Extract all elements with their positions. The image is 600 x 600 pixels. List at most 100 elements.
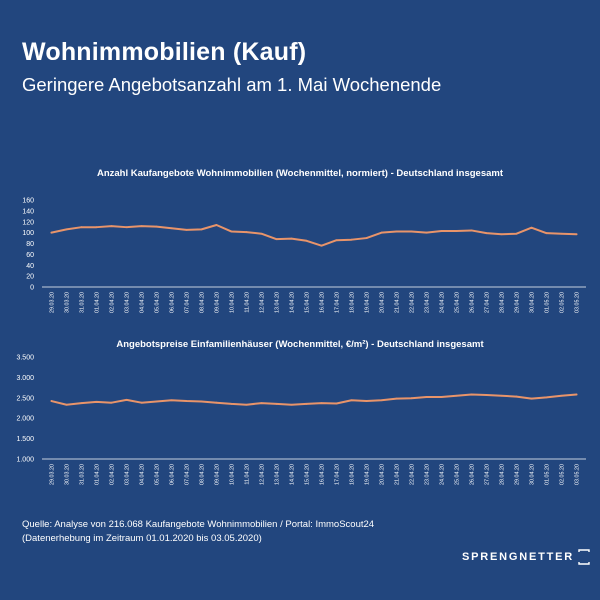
chart1-data-point — [455, 230, 458, 232]
chart1-data-point — [545, 232, 548, 235]
chart1-data-point — [395, 230, 398, 233]
chart2-data-point — [125, 398, 128, 401]
chart1-xtick-label: 23.04.20 — [425, 292, 431, 313]
chart2-data-point — [545, 396, 548, 399]
chart1-xtick-label: 02.04.20 — [110, 292, 116, 313]
chart2-data-point — [455, 394, 458, 397]
chart2-data-point — [110, 401, 113, 404]
chart1-data-point — [200, 228, 203, 231]
chart1-title: Anzahl Kaufangebote Wohnimmobilien (Woch… — [96, 168, 504, 179]
chart1-data-point — [110, 225, 113, 227]
chart1-data-point — [380, 231, 383, 234]
brand-mark-icon — [578, 549, 590, 565]
chart2-house-prices: 1.000 1.500 2.000 2.500 3.000 3.500 29.03.20 30… — [16, 355, 586, 485]
chart1-xtick-label: 29.04.20 — [515, 292, 521, 313]
chart2-xtick-label: 23.04.20 — [425, 464, 431, 485]
chart2-xtick-label: 15.04.20 — [305, 464, 311, 485]
chart1-xtick-label: 17.04.20 — [335, 292, 341, 313]
chart1-xtick-label: 05.04.20 — [155, 292, 161, 313]
chart1-data-point — [485, 232, 488, 235]
chart2-ytick-label: 1.500 — [16, 436, 34, 443]
chart2-data-point — [320, 402, 323, 405]
chart2-xtick-label: 17.04.20 — [335, 464, 341, 485]
chart2-data-point — [440, 396, 443, 398]
page-title: Wohnimmobilien (Kauf) — [22, 38, 307, 66]
chart1-xtick-label: 19.04.20 — [365, 292, 371, 313]
chart2-data-point — [140, 401, 143, 404]
chart2-xtick-label: 29.03.20 — [50, 464, 56, 485]
chart2-data-point — [95, 400, 98, 403]
chart1-xtick-label: 18.04.20 — [350, 292, 356, 313]
chart1-xtick-label: 07.04.20 — [185, 292, 191, 313]
chart2-xtick-label: 03.05.20 — [575, 464, 581, 485]
chart2-data-point — [365, 400, 368, 402]
chart2-xtick-label: 06.04.20 — [170, 464, 176, 485]
chart1-data-point — [245, 231, 248, 233]
source-line-2: (Datenerhebung im Zeitraum 01.01.2020 bi… — [22, 533, 262, 544]
chart1-ytick-label: 160 — [22, 198, 34, 205]
chart2-xtick-label: 22.04.20 — [410, 464, 416, 485]
brand-name: SPRENGNETTER — [462, 551, 575, 563]
chart2-xtick-label: 24.04.20 — [440, 464, 446, 485]
chart1-xtick-label: 10.04.20 — [230, 292, 236, 313]
chart2-data-point — [215, 401, 218, 404]
chart1-xtick-label: 04.04.20 — [140, 292, 146, 313]
chart1-data-point — [185, 229, 188, 231]
chart2-data-point — [200, 400, 203, 403]
chart2-xtick-label: 29.04.20 — [515, 464, 521, 485]
chart1-xtick-label: 08.04.20 — [200, 292, 206, 313]
chart2-xtick-label: 28.04.20 — [500, 464, 506, 485]
chart1-xtick-label: 20.04.20 — [380, 292, 386, 313]
chart1-data-point — [155, 225, 158, 228]
chart2-data-point — [425, 396, 428, 398]
chart2-xtick-label: 12.04.20 — [260, 464, 266, 485]
chart1-data-point — [215, 224, 218, 226]
chart2-data-point — [335, 402, 338, 405]
chart2-data-point — [305, 403, 308, 405]
chart1-data-point — [305, 239, 308, 242]
chart1-series-line — [50, 224, 578, 247]
chart2-data-point — [410, 397, 413, 400]
chart2-data-point — [290, 403, 293, 406]
source-line-1: Quelle: Analyse von 216.068 Kaufangebote… — [22, 519, 375, 530]
chart2-xtick-label: 02.05.20 — [560, 464, 566, 485]
chart1-data-point — [440, 230, 443, 232]
chart1-data-point — [260, 232, 263, 235]
chart1-xtick-label: 01.05.20 — [545, 292, 551, 313]
chart2-xtick-label: 27.04.20 — [485, 464, 491, 485]
chart2-xtick-label: 13.04.20 — [275, 464, 281, 485]
chart1-data-point — [170, 227, 173, 230]
chart1-ytick-label: 80 — [26, 241, 34, 248]
chart2-data-point — [65, 403, 68, 406]
chart1-xtick-label: 28.04.20 — [500, 292, 506, 313]
chart2-data-point — [395, 397, 398, 400]
chart2-xtick-label: 19.04.20 — [365, 464, 371, 485]
chart2-xtick-label: 02.04.20 — [110, 464, 116, 485]
chart1-xtick-label: 24.04.20 — [440, 292, 446, 313]
chart2-title: Angebotspreise Einfamilienhäuser (Wochen… — [116, 339, 484, 350]
chart2-data-point — [260, 402, 263, 405]
chart2-data-point — [245, 403, 248, 406]
chart1-data-point — [410, 230, 413, 233]
chart1-data-point — [125, 226, 128, 229]
chart2-data-point — [80, 402, 83, 405]
page-subtitle: Geringere Angebotsanzahl am 1. Mai Woche… — [22, 74, 442, 95]
chart1-xtick-label: 30.04.20 — [530, 292, 536, 313]
chart1-xtick-label: 12.04.20 — [260, 292, 266, 313]
chart1-data-point — [50, 231, 53, 234]
chart1-data-point — [470, 229, 473, 232]
chart1-xtick-label: 25.04.20 — [455, 292, 461, 313]
chart1-xtick-label: 26.04.20 — [470, 292, 476, 313]
chart2-xtick-label: 18.04.20 — [350, 464, 356, 485]
chart2-xtick-label: 08.04.20 — [200, 464, 206, 485]
chart1-data-point — [140, 225, 143, 227]
chart1-ytick-label: 140 — [22, 208, 34, 215]
chart1-xtick-label: 31.03.20 — [80, 292, 86, 313]
chart2-data-point — [380, 399, 383, 402]
chart2-xtick-label: 25.04.20 — [455, 464, 461, 485]
chart1-xtick-label: 22.04.20 — [410, 292, 416, 313]
chart2-xtick-label: 10.04.20 — [230, 464, 236, 485]
chart2-data-point — [185, 400, 188, 402]
chart2-xtick-label: 20.04.20 — [380, 464, 386, 485]
chart2-data-point — [575, 393, 578, 396]
